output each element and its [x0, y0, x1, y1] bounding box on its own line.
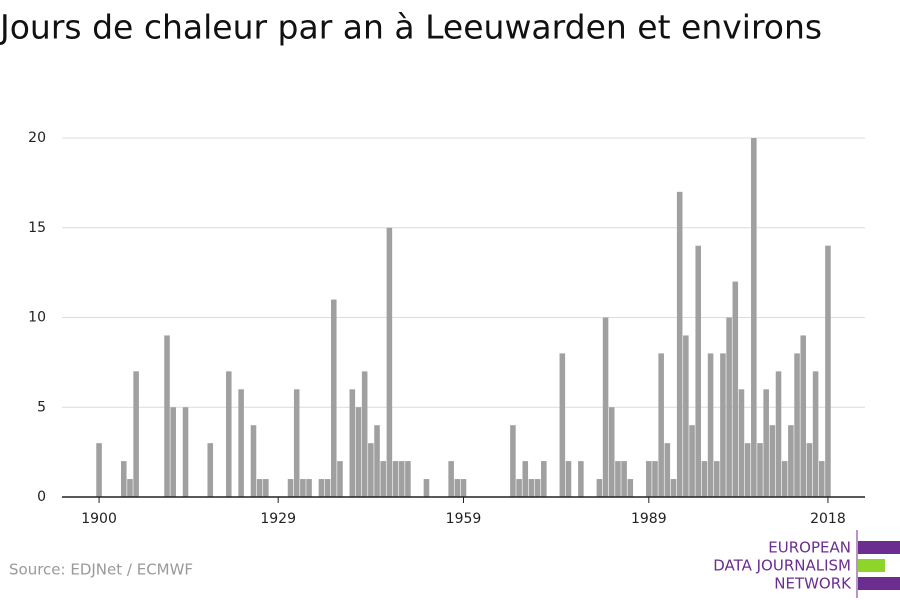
logo-text: NETWORK: [774, 575, 852, 593]
bar: [331, 299, 337, 497]
bar: [398, 461, 405, 497]
bar: [732, 281, 739, 497]
bar: [676, 191, 683, 497]
y-tick-label: 5: [37, 399, 46, 415]
bar: [207, 443, 214, 497]
y-tick-label: 20: [28, 130, 46, 146]
bar: [565, 461, 572, 497]
bar: [701, 461, 708, 497]
logo-bar: [858, 577, 900, 590]
bar: [287, 479, 294, 497]
bar: [578, 461, 584, 497]
bar: [646, 461, 652, 497]
bar: [800, 335, 807, 497]
x-tick-label: 1929: [260, 511, 296, 527]
bar: [96, 443, 102, 497]
bar: [652, 461, 658, 497]
logo-text: EUROPEAN: [768, 539, 851, 557]
bar: [769, 425, 776, 497]
bar: [664, 443, 671, 497]
bar: [559, 353, 566, 497]
bar: [324, 479, 331, 497]
bar: [658, 353, 664, 497]
bar: [818, 461, 825, 497]
x-tick-label: 1959: [446, 511, 482, 527]
y-tick-label: 0: [37, 489, 46, 505]
x-tick-label: 1989: [631, 511, 667, 527]
bar: [713, 461, 720, 497]
bar: [263, 479, 269, 497]
bar: [164, 335, 170, 497]
bar: [757, 443, 763, 497]
bar: [621, 461, 627, 497]
bar: [510, 425, 516, 497]
bar: [707, 353, 714, 497]
y-tick-label: 15: [28, 220, 46, 236]
bar: [300, 479, 306, 497]
bar: [306, 479, 312, 497]
bar: [460, 479, 467, 497]
bar: [602, 317, 609, 497]
bar: [405, 461, 411, 497]
bar: [368, 443, 374, 497]
bar: [528, 479, 535, 497]
bar: [423, 479, 430, 497]
bar: [293, 389, 300, 497]
logo-bar: [858, 559, 885, 572]
bar: [775, 371, 782, 497]
bar: [392, 461, 399, 497]
bar: [825, 245, 831, 497]
bar: [238, 389, 244, 497]
bar: [454, 479, 461, 497]
bar: [516, 479, 522, 497]
source: Source: EDJNet / ECMWF: [9, 561, 193, 579]
bar: [374, 425, 380, 497]
bar: [627, 479, 634, 497]
bar: [596, 479, 603, 497]
x-tick-label: 2018: [810, 511, 846, 527]
bar: [683, 335, 689, 497]
bar: [744, 443, 751, 497]
bar: [361, 371, 368, 497]
bar: [120, 461, 127, 497]
bar: [751, 138, 757, 497]
bar: [794, 353, 800, 497]
bar: [386, 227, 393, 497]
bar: [541, 461, 547, 497]
bar: [615, 461, 621, 497]
bar: [318, 479, 325, 497]
bar: [806, 443, 813, 497]
bar: [608, 407, 615, 497]
logo-text: DATA JOURNALISM: [713, 557, 851, 575]
bar: [726, 317, 732, 497]
chart-title: Jours de chaleur par an à Leeuwarden et …: [0, 8, 822, 47]
bar: [355, 407, 362, 497]
bar: [337, 461, 343, 497]
bar: [812, 371, 819, 497]
bar: [448, 461, 454, 497]
logo-bar: [858, 541, 900, 554]
y-tick-label: 10: [28, 310, 46, 326]
bar: [738, 389, 745, 497]
bar: [170, 407, 176, 497]
x-tick-label: 1900: [81, 511, 117, 527]
bar: [522, 461, 529, 497]
bar: [781, 461, 788, 497]
bar: [689, 425, 695, 497]
bar: [695, 245, 702, 497]
bar: [534, 479, 541, 497]
bar: [349, 389, 356, 497]
bar: [670, 479, 677, 497]
bar: [133, 371, 139, 497]
bar: [380, 461, 386, 497]
bar: [250, 425, 257, 497]
bar: [256, 479, 263, 497]
bar: [127, 479, 133, 497]
bar: [225, 371, 232, 497]
bar: [763, 389, 769, 497]
bar: [720, 353, 726, 497]
bar: [182, 407, 189, 497]
bar: [788, 425, 794, 497]
